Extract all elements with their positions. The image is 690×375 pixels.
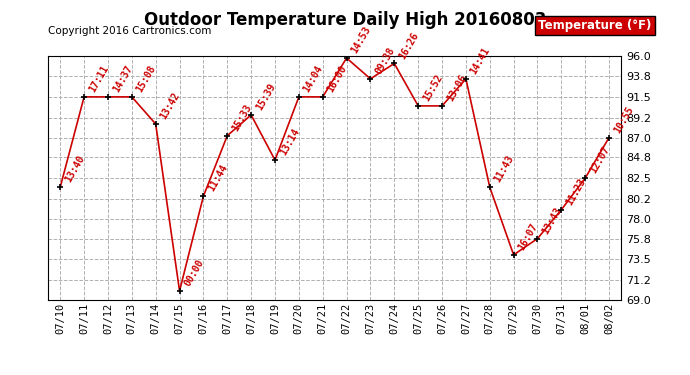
Text: Copyright 2016 Cartronics.com: Copyright 2016 Cartronics.com bbox=[48, 26, 212, 36]
Text: 15:08: 15:08 bbox=[135, 64, 158, 94]
Text: 16:00: 16:00 bbox=[326, 64, 349, 94]
Text: 00:00: 00:00 bbox=[182, 258, 206, 288]
Text: 12:07: 12:07 bbox=[588, 145, 611, 176]
Text: Outdoor Temperature Daily High 20160803: Outdoor Temperature Daily High 20160803 bbox=[144, 11, 546, 29]
Text: 11:44: 11:44 bbox=[206, 163, 230, 194]
Text: 17:11: 17:11 bbox=[87, 64, 110, 94]
Text: 11:23: 11:23 bbox=[564, 177, 587, 207]
Text: 13:40: 13:40 bbox=[63, 154, 86, 184]
Text: 13:06: 13:06 bbox=[445, 73, 468, 103]
Text: 13:14: 13:14 bbox=[278, 127, 301, 157]
Text: 14:37: 14:37 bbox=[110, 64, 134, 94]
Text: 14:53: 14:53 bbox=[349, 25, 373, 55]
Text: 14:04: 14:04 bbox=[302, 64, 325, 94]
Text: 15:52: 15:52 bbox=[421, 73, 444, 103]
Text: 09:38: 09:38 bbox=[373, 46, 397, 76]
Text: Temperature (°F): Temperature (°F) bbox=[538, 19, 651, 32]
Text: 11:43: 11:43 bbox=[493, 154, 516, 184]
Text: 14:41: 14:41 bbox=[469, 46, 492, 76]
Text: 13:43: 13:43 bbox=[540, 206, 564, 236]
Text: 16:26: 16:26 bbox=[397, 30, 420, 61]
Text: 16:07: 16:07 bbox=[516, 222, 540, 252]
Text: 15:33: 15:33 bbox=[230, 102, 253, 133]
Text: 13:42: 13:42 bbox=[159, 91, 181, 121]
Text: 10:55: 10:55 bbox=[612, 104, 635, 135]
Text: 15:39: 15:39 bbox=[254, 82, 277, 112]
